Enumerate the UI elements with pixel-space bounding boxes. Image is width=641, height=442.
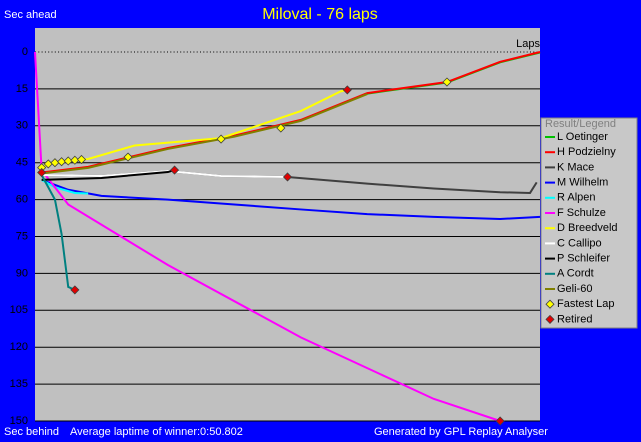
marker bbox=[123, 152, 133, 162]
marker bbox=[57, 157, 67, 167]
footer-right: Generated by GPL Replay Analyser bbox=[374, 426, 548, 438]
marker bbox=[495, 416, 505, 426]
x-label: Laps bbox=[516, 38, 540, 50]
y-tick-label: 0 bbox=[22, 46, 28, 58]
y-label-top: Sec ahead bbox=[4, 9, 57, 21]
legend-label: Fastest Lap bbox=[557, 298, 614, 310]
y-tick-label: 60 bbox=[16, 194, 28, 206]
legend-label: D Breedveld bbox=[557, 222, 618, 234]
series-line bbox=[41, 93, 368, 175]
marker bbox=[70, 155, 80, 165]
marker bbox=[169, 165, 180, 175]
marker bbox=[282, 172, 293, 182]
y-tick-label: 135 bbox=[10, 378, 28, 390]
legend-label: L Oetinger bbox=[557, 131, 608, 143]
marker bbox=[216, 134, 226, 144]
marker bbox=[76, 154, 87, 165]
y-label-bottom: Sec behind bbox=[4, 426, 59, 438]
legend-swatch bbox=[545, 299, 555, 309]
y-tick-label: 45 bbox=[16, 157, 28, 169]
legend-label: Retired bbox=[557, 313, 592, 325]
chart-title: Miloval - 76 laps bbox=[262, 6, 378, 23]
marker bbox=[63, 156, 73, 166]
y-tick-label: 105 bbox=[10, 304, 28, 316]
legend-label: Geli-60 bbox=[557, 283, 592, 295]
legend-label: P Schleifer bbox=[557, 253, 610, 265]
marker bbox=[342, 85, 352, 95]
legend-label: F Schulze bbox=[557, 207, 606, 219]
legend-box bbox=[540, 117, 638, 329]
legend-label: H Podzielny bbox=[557, 146, 616, 158]
series-line bbox=[40, 174, 76, 291]
marker bbox=[276, 123, 286, 133]
marker bbox=[442, 77, 452, 87]
y-tick-label: 75 bbox=[16, 230, 28, 242]
y-tick-label: 120 bbox=[10, 341, 28, 353]
y-tick-label: 90 bbox=[16, 267, 28, 279]
y-tick-label: 150 bbox=[10, 415, 28, 427]
footer-left: Average laptime of winner:0:50.802 bbox=[70, 426, 243, 438]
y-tick-label: 15 bbox=[16, 83, 28, 95]
legend-label: M Wilhelm bbox=[557, 177, 608, 189]
legend-label: R Alpen bbox=[557, 192, 596, 204]
marker bbox=[37, 167, 47, 178]
legend-title: Result/Legend bbox=[545, 118, 616, 130]
marker bbox=[70, 285, 80, 295]
legend-label: K Mace bbox=[557, 161, 594, 173]
legend-label: C Callipo bbox=[557, 237, 602, 249]
legend-label: A Cordt bbox=[557, 268, 594, 280]
plot-area bbox=[35, 28, 540, 421]
series-line bbox=[41, 179, 89, 195]
legend-swatch bbox=[545, 314, 555, 324]
y-tick-label: 30 bbox=[16, 120, 28, 132]
